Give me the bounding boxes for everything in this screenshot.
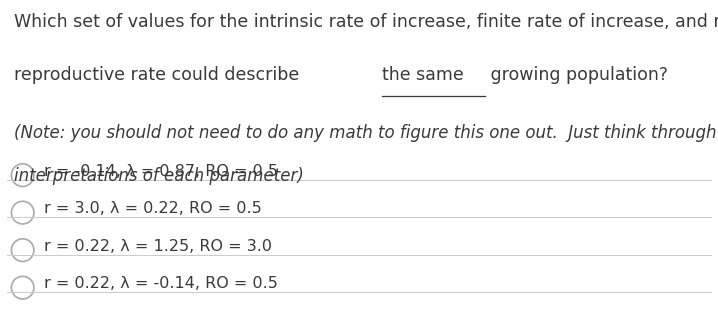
Text: (Note: you should not need to do any math to figure this one out.  Just think th: (Note: you should not need to do any mat… — [14, 123, 718, 142]
Text: r = 0.22, λ = -0.14, RO = 0.5: r = 0.22, λ = -0.14, RO = 0.5 — [44, 276, 278, 291]
Text: r = 3.0, λ = 0.22, RO = 0.5: r = 3.0, λ = 0.22, RO = 0.5 — [44, 201, 261, 216]
Text: the same: the same — [382, 66, 464, 84]
Text: reproductive rate could describe: reproductive rate could describe — [14, 66, 305, 84]
Text: interpretations of each parameter): interpretations of each parameter) — [14, 167, 304, 185]
Text: r = 0.22, λ = 1.25, RO = 3.0: r = 0.22, λ = 1.25, RO = 3.0 — [44, 239, 272, 254]
Text: Which set of values for the intrinsic rate of increase, finite rate of increase,: Which set of values for the intrinsic ra… — [14, 12, 718, 31]
Text: growing population?: growing population? — [485, 66, 668, 84]
Text: r = -0.14, λ = 0.87, RO = 0.5: r = -0.14, λ = 0.87, RO = 0.5 — [44, 164, 278, 179]
